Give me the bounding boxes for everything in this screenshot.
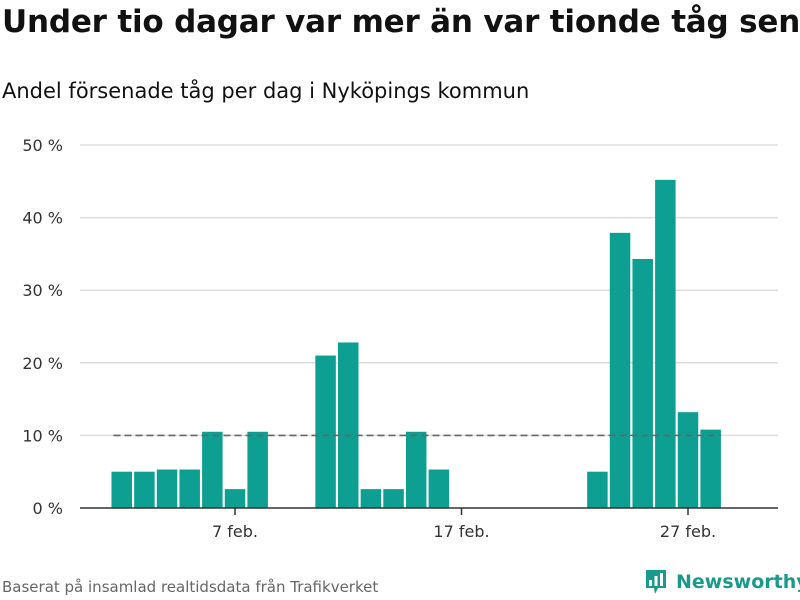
y-tick-label: 50 % [22, 136, 63, 155]
y-tick-label: 0 % [33, 499, 63, 518]
bar [677, 412, 699, 508]
bar [655, 179, 676, 508]
bar [315, 355, 336, 508]
bar [111, 471, 132, 508]
x-tick-label: 27 feb. [660, 522, 716, 541]
y-tick-label: 10 % [22, 426, 63, 445]
bar [428, 469, 450, 508]
newsworthy-logo-icon [646, 570, 666, 594]
bar [609, 232, 631, 508]
bar [247, 431, 268, 508]
source-note: Baserat på insamlad realtidsdata från Tr… [2, 578, 379, 596]
bar [134, 471, 155, 508]
bar [587, 471, 608, 508]
bar [156, 469, 178, 508]
x-tick-label: 7 feb. [212, 522, 258, 541]
bar [338, 342, 359, 508]
bar [179, 469, 200, 508]
y-tick-label: 40 % [22, 209, 63, 228]
x-tick-label: 17 feb. [433, 522, 489, 541]
y-tick-label: 30 % [22, 281, 63, 300]
bar [405, 431, 427, 508]
bar [224, 489, 246, 508]
chart-subtitle: Andel försenade tåg per dag i Nyköpings … [2, 79, 530, 103]
bar [632, 258, 653, 508]
chart-title: Under tio dagar var mer än var tionde tå… [2, 4, 800, 40]
x-axis: 7 feb. 17 feb. 27 feb. [80, 507, 778, 541]
y-tick-label: 20 % [22, 354, 63, 373]
bar [360, 489, 382, 508]
brand-logo[interactable]: Newsworthy [644, 568, 800, 596]
bar [700, 429, 721, 508]
bars [111, 179, 721, 508]
bar [383, 489, 404, 508]
brand-name: Newsworthy [676, 571, 800, 593]
y-axis-labels: 0 % 10 % 20 % 30 % 40 % 50 % [22, 136, 63, 518]
bar [202, 431, 223, 508]
